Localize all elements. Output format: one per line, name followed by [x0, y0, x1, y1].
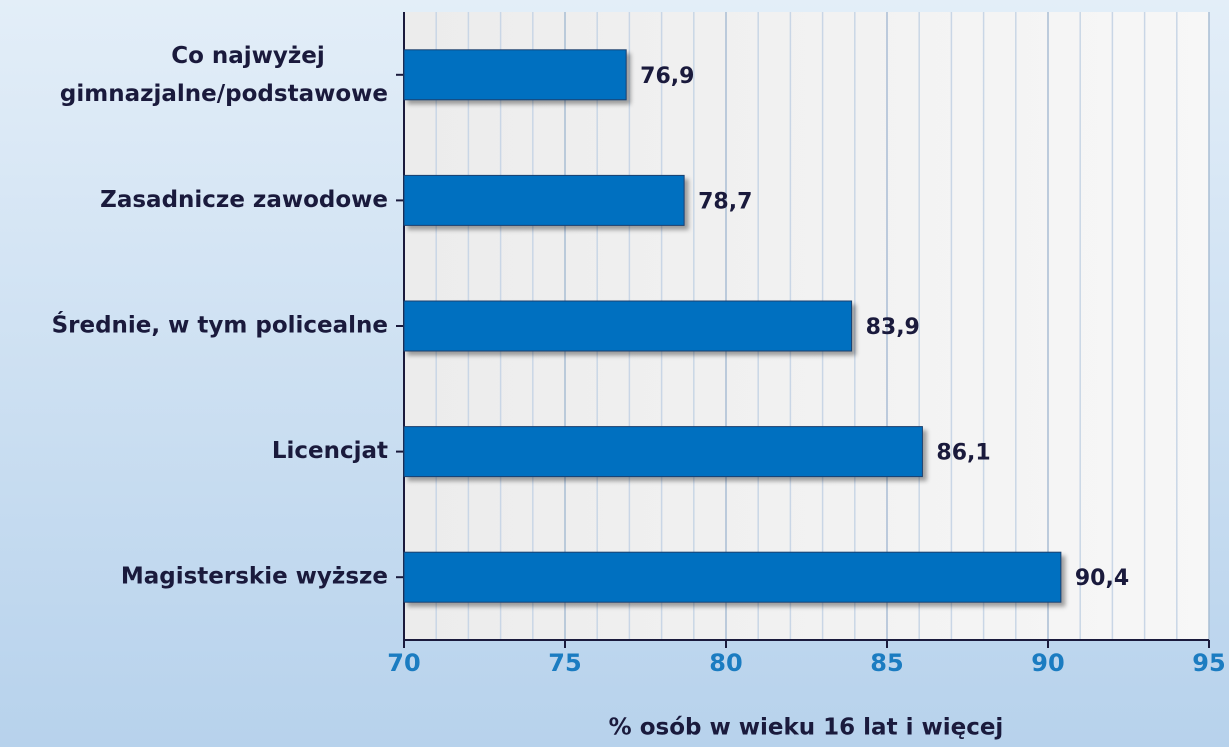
y-tick-label: Magisterskie wyższe — [121, 564, 388, 590]
value-label: 90,4 — [1075, 566, 1129, 591]
bar — [403, 49, 627, 101]
y-tick-label: Średnie, w tym policealne — [52, 311, 388, 339]
value-label: 76,9 — [640, 64, 694, 89]
x-tick-label: 75 — [548, 649, 581, 677]
value-label: 83,9 — [866, 315, 920, 340]
bar — [403, 174, 685, 226]
x-tick-label: 95 — [1192, 649, 1225, 677]
x-tick-label: 90 — [1031, 649, 1064, 677]
x-tick-label: 85 — [870, 649, 903, 677]
y-tick-label: Co najwyżej gimnazjalne/podstawowe — [60, 42, 388, 106]
bar — [403, 426, 923, 478]
value-label: 78,7 — [698, 189, 752, 214]
y-tick-label: Licencjat — [272, 438, 388, 464]
x-axis-title: % osób w wieku 16 lat i więcej — [609, 715, 1004, 741]
value-label: 86,1 — [936, 441, 990, 466]
x-tick-label: 80 — [709, 649, 742, 677]
y-tick-label: Zasadnicze zawodowe — [100, 187, 388, 213]
x-tick-label: 70 — [387, 649, 420, 677]
bar — [403, 300, 853, 352]
bar — [403, 551, 1062, 603]
